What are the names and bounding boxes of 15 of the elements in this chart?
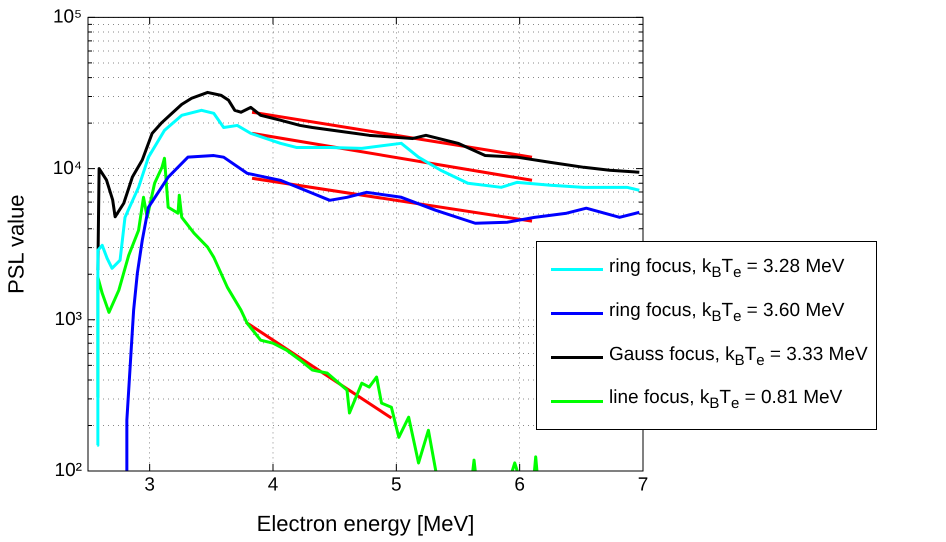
y-tick-label: 10⁴ <box>52 158 82 179</box>
legend-label: ring focus, k$_{B}$T$_{e}$ = 3.28 MeV <box>609 255 844 283</box>
x-axis-title: Electron energy [MeV] <box>256 510 474 536</box>
x-tick-label: 4 <box>268 474 279 496</box>
y-tick-label: 10⁵ <box>52 6 82 28</box>
x-tick-label: 5 <box>391 474 402 496</box>
y-axis-title: PSL value <box>3 194 28 294</box>
x-tick-label: 6 <box>514 474 525 496</box>
y-tick-label: 10² <box>54 460 82 482</box>
legend-label: line focus, k$_{B}$T$_{e}$ = 0.81 MeV <box>609 386 842 414</box>
x-tick-label: 7 <box>638 474 648 496</box>
legend-label: ring focus, k$_{B}$T$_{e}$ = 3.60 MeV <box>609 298 844 327</box>
y-tick-label: 10³ <box>54 309 82 330</box>
x-tick-label: 3 <box>144 474 155 496</box>
legend-label: Gauss focus, k$_{B}$T$_{e}$ = 3.33 MeV <box>609 342 868 370</box>
